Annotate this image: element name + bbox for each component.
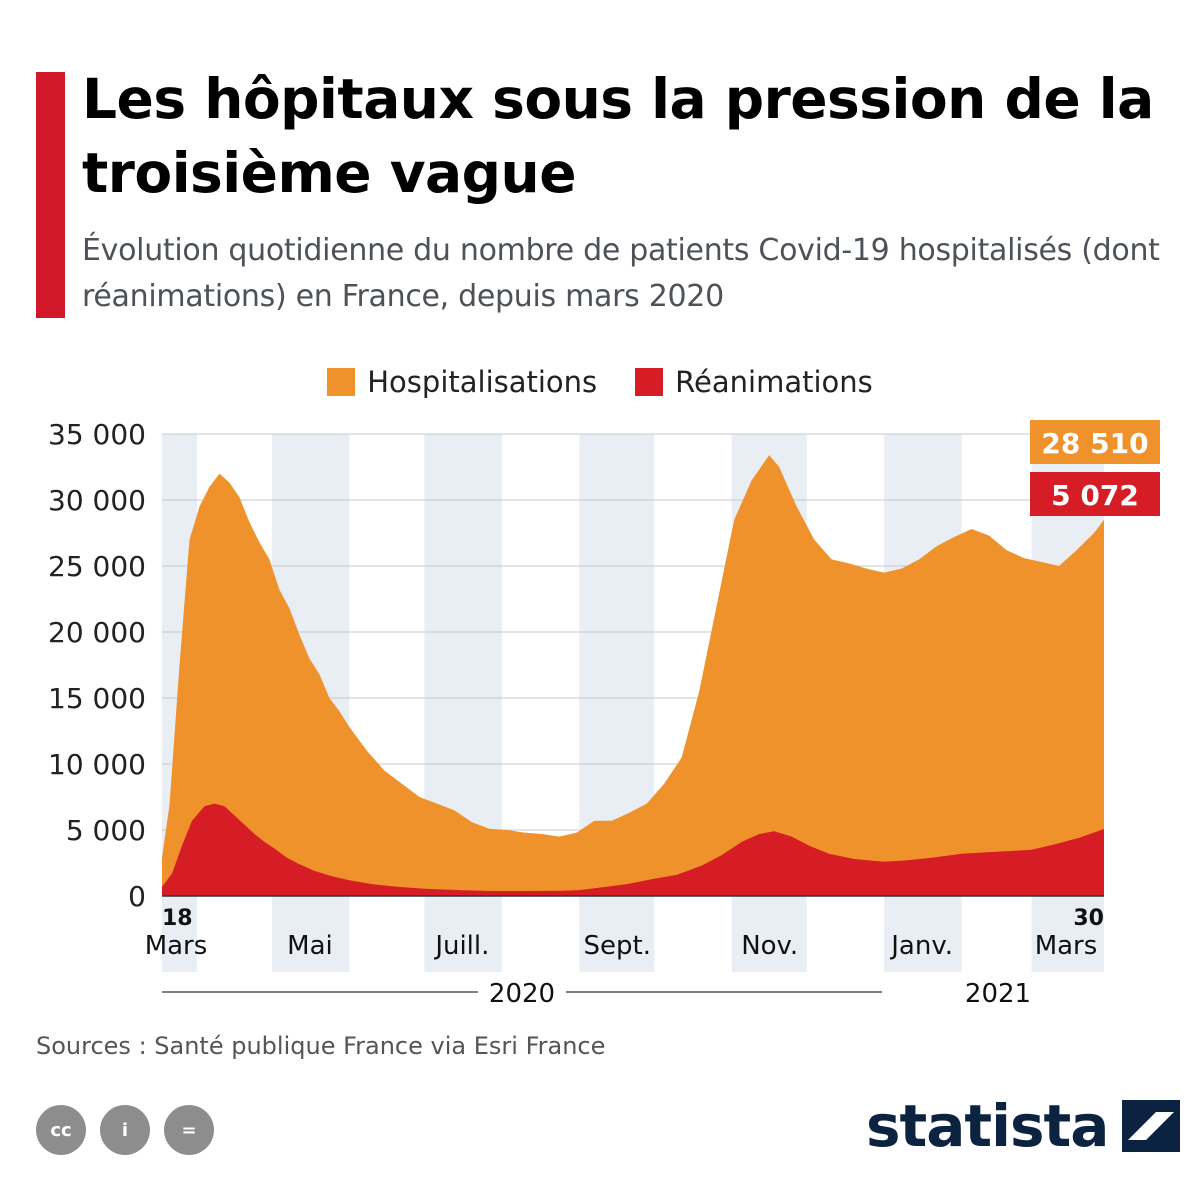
legend-label-hospitalisations: Hospitalisations (367, 365, 598, 399)
y-tick-label-7: 35 000 (48, 418, 146, 451)
area-reanimations (162, 803, 1104, 896)
y-tick-label-0: 0 (128, 880, 146, 913)
legend-label-reanimations: Réanimations (675, 365, 873, 399)
chart-title: Les hôpitaux sous la pression de la troi… (82, 67, 1154, 205)
legend: Hospitalisations Réanimations (0, 360, 1200, 404)
last-value-hospitalisations-box (1030, 420, 1160, 464)
cc-icon[interactable]: cc (36, 1105, 86, 1155)
y-tick-label-6: 30 000 (48, 484, 146, 517)
x-tick-label-0: Mars (145, 931, 208, 961)
brand-name: statista (866, 1092, 1109, 1160)
x-tick-day-0: 18 (162, 906, 193, 931)
chart-subtitle: Évolution quotidienne du nombre de patie… (82, 233, 1160, 314)
license-icons: cc i = (36, 1105, 214, 1155)
x-tick-day-6: 30 (1073, 906, 1104, 931)
legend-swatch-hospitalisations (327, 368, 356, 396)
statista-logo-icon (1122, 1100, 1181, 1152)
x-tick-label-2: Juill. (433, 931, 489, 961)
legend-item-reanimations: Réanimations (635, 365, 873, 399)
x-tick-label-4: Nov. (741, 931, 798, 961)
area-hospitalisations (162, 455, 1104, 896)
y-tick-label-3: 15 000 (48, 682, 146, 715)
x-tick-label-1: Mai (287, 931, 333, 961)
legend-item-hospitalisations: Hospitalisations (327, 365, 597, 399)
year-label-2020: 2020 (489, 979, 555, 1009)
last-value-reanimations: 5 072 (1051, 479, 1139, 512)
source-note: Sources : Santé publique France via Esri… (36, 1032, 606, 1060)
accent-bar (36, 72, 65, 318)
nd-icon[interactable]: = (164, 1105, 214, 1155)
by-icon[interactable]: i (100, 1105, 150, 1155)
last-value-hospitalisations: 28 510 (1041, 427, 1148, 460)
last-value-reanimations-box (1030, 472, 1160, 516)
y-tick-label-2: 10 000 (48, 748, 146, 781)
year-label-bg (478, 976, 566, 1008)
legend-swatch-reanimations (635, 368, 664, 396)
area-chart: 0 5 000 10 000 15 000 20 000 25 000 30 000 35 0… (48, 418, 1160, 1009)
x-tick-label-3: Sept. (584, 931, 651, 961)
y-tick-label-5: 25 000 (48, 550, 146, 583)
y-tick-label-1: 5 000 (66, 814, 146, 847)
statista-logo[interactable]: statista (866, 1092, 1181, 1160)
x-tick-label-6: Mars (1035, 931, 1098, 961)
y-tick-label-4: 20 000 (48, 616, 146, 649)
year-label-2021: 2021 (965, 979, 1031, 1009)
x-tick-label-5: Janv. (889, 931, 953, 961)
